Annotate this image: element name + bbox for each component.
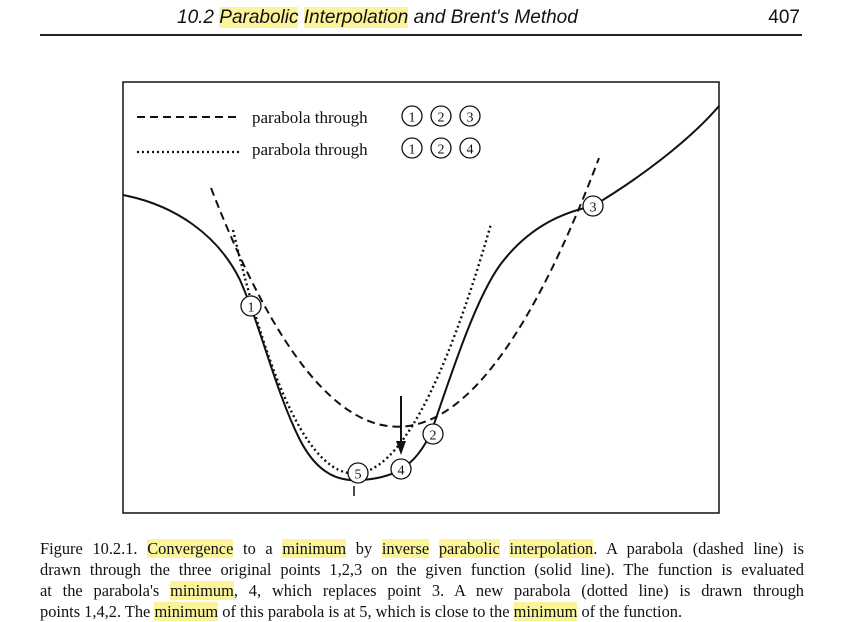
highlighted-term: minimum (282, 539, 347, 558)
point-1: 1 (240, 295, 262, 317)
svg-text:1: 1 (248, 301, 255, 316)
highlighted-term: Convergence (147, 539, 234, 558)
svg-text:1: 1 (409, 111, 416, 126)
header-rule (40, 34, 802, 36)
svg-text:2: 2 (438, 111, 445, 126)
figure-frame (122, 81, 720, 514)
highlighted-term: minimum (170, 581, 234, 600)
parabola-dotted-142 (231, 223, 493, 475)
svg-text:3: 3 (590, 201, 597, 216)
highlighted-term: parabolic (438, 539, 500, 558)
function-curve (122, 105, 720, 482)
page-number: 407 (768, 7, 800, 28)
caption-line: points 1,4,2. The minimum of this parabo… (40, 602, 683, 621)
svg-text:2: 2 (438, 143, 445, 158)
highlighted-term: minimum (513, 602, 578, 621)
legend: parabola through 1 2 3 parabola through … (137, 105, 481, 159)
legend-dotted-label: parabola through (252, 140, 368, 159)
svg-text:4: 4 (467, 143, 474, 158)
point-4: 4 (390, 458, 412, 480)
svg-text:4: 4 (398, 464, 405, 479)
running-header: 10.2 Parabolic Interpolation and Brent's… (40, 6, 802, 32)
svg-text:2: 2 (430, 429, 437, 444)
arrow-to-point-4 (396, 396, 406, 455)
legend-dashed-markers: 1 2 3 (401, 105, 481, 127)
figure-caption: Figure 10.2.1. Convergence to a minimum … (40, 538, 804, 622)
highlighted-term: interpolation (509, 539, 594, 558)
running-header-title: 10.2 Parabolic Interpolation and Brent's… (177, 7, 578, 28)
parabola-dashed-123 (210, 157, 600, 428)
figure-10-2-1: parabola through 1 2 3 parabola through … (122, 81, 720, 514)
svg-text:1: 1 (409, 143, 416, 158)
point-3: 3 (582, 195, 604, 217)
caption-line: Figure 10.2.1. Convergence to a minimum … (40, 539, 804, 558)
highlighted-term: minimum (154, 602, 219, 621)
legend-dashed-label: parabola through (252, 108, 368, 127)
caption-line: drawn through the three original points … (40, 560, 804, 579)
highlighted-term: inverse (381, 539, 430, 558)
svg-text:3: 3 (467, 111, 474, 126)
point-5: 5 (347, 462, 369, 484)
caption-line: at the parabola's minimum, 4, which repl… (40, 581, 804, 600)
legend-dotted-markers: 1 2 4 (401, 137, 481, 159)
point-2: 2 (422, 423, 444, 445)
svg-text:5: 5 (355, 468, 362, 483)
